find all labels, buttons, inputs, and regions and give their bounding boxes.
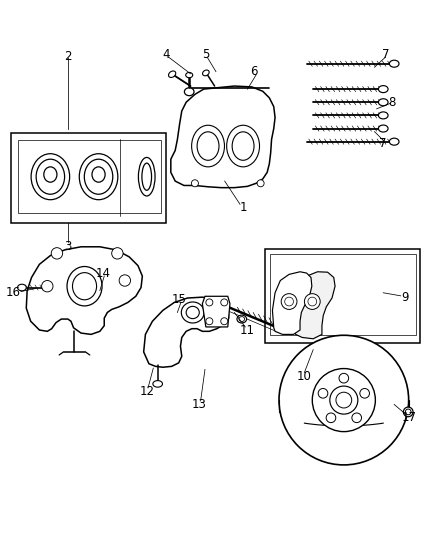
Text: 17: 17 (402, 411, 417, 424)
Ellipse shape (153, 381, 162, 387)
Ellipse shape (378, 112, 388, 119)
Ellipse shape (67, 266, 102, 306)
Ellipse shape (84, 159, 113, 194)
Circle shape (257, 180, 264, 187)
Circle shape (330, 386, 358, 414)
Ellipse shape (79, 154, 118, 200)
Text: 8: 8 (389, 96, 396, 109)
Circle shape (191, 180, 198, 187)
Ellipse shape (202, 70, 209, 76)
Ellipse shape (186, 72, 193, 78)
Ellipse shape (378, 99, 388, 106)
Circle shape (112, 248, 123, 259)
Text: 10: 10 (297, 369, 312, 383)
Polygon shape (26, 247, 142, 334)
Ellipse shape (44, 167, 57, 182)
Circle shape (339, 374, 349, 383)
Text: 13: 13 (192, 398, 207, 411)
Ellipse shape (36, 159, 65, 194)
Text: 5: 5 (202, 47, 209, 61)
Polygon shape (293, 272, 335, 339)
Ellipse shape (239, 317, 245, 321)
Ellipse shape (378, 125, 388, 132)
Circle shape (221, 299, 228, 306)
Circle shape (42, 280, 53, 292)
Text: 9: 9 (401, 290, 409, 304)
Circle shape (206, 299, 213, 306)
Circle shape (119, 275, 131, 286)
Bar (270, 254, 416, 335)
Ellipse shape (227, 125, 259, 167)
Circle shape (360, 389, 370, 398)
Polygon shape (171, 86, 275, 188)
Circle shape (308, 297, 317, 306)
Bar (18, 140, 161, 213)
Ellipse shape (18, 284, 26, 291)
Ellipse shape (73, 273, 96, 300)
Text: 12: 12 (139, 385, 154, 398)
Ellipse shape (237, 315, 247, 323)
Circle shape (312, 368, 375, 432)
Circle shape (51, 248, 63, 259)
Circle shape (279, 335, 409, 465)
Text: 11: 11 (240, 324, 255, 336)
Text: 4: 4 (162, 47, 170, 61)
Polygon shape (144, 297, 229, 367)
Ellipse shape (181, 302, 204, 323)
Text: 16: 16 (6, 286, 21, 300)
Ellipse shape (142, 163, 152, 190)
Text: 7: 7 (379, 138, 387, 150)
Ellipse shape (184, 88, 194, 96)
Ellipse shape (406, 409, 411, 415)
Text: 14: 14 (95, 266, 110, 280)
Circle shape (318, 389, 328, 398)
Ellipse shape (191, 125, 224, 167)
Ellipse shape (31, 154, 70, 200)
Text: 6: 6 (250, 65, 258, 78)
Polygon shape (272, 272, 312, 334)
Text: 7: 7 (381, 47, 389, 61)
Circle shape (206, 318, 213, 325)
Text: 2: 2 (64, 50, 72, 63)
Ellipse shape (389, 138, 399, 145)
Circle shape (304, 294, 320, 310)
Ellipse shape (169, 71, 176, 77)
Ellipse shape (389, 60, 399, 67)
Ellipse shape (378, 86, 388, 93)
Circle shape (221, 318, 228, 325)
Circle shape (281, 294, 297, 310)
Ellipse shape (186, 306, 199, 319)
Circle shape (352, 413, 361, 423)
Circle shape (285, 297, 293, 306)
Ellipse shape (197, 132, 219, 160)
Circle shape (336, 392, 352, 408)
Bar (11, 133, 166, 223)
Ellipse shape (232, 132, 254, 160)
Ellipse shape (403, 407, 413, 417)
Ellipse shape (138, 157, 155, 196)
Ellipse shape (92, 167, 105, 182)
Circle shape (326, 413, 336, 423)
Bar (265, 249, 420, 343)
Text: 3: 3 (64, 240, 71, 253)
Text: 1: 1 (239, 201, 247, 214)
Text: 15: 15 (172, 293, 187, 306)
Polygon shape (202, 296, 230, 327)
